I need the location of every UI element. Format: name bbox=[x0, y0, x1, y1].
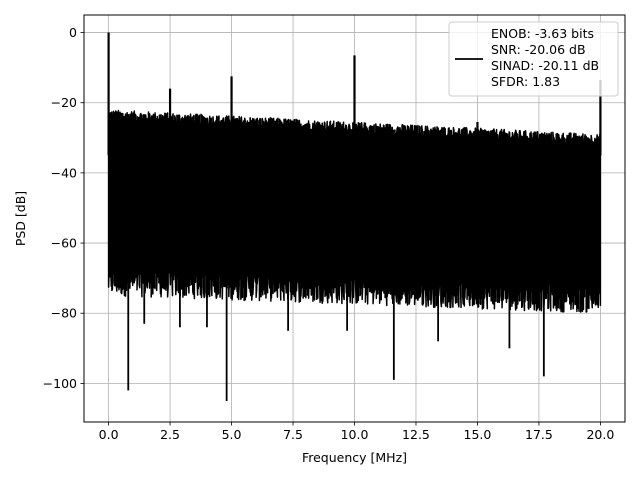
x-axis-ticks: 0.0 2.5 5.0 7.5 10.0 12.5 15.0 17.5 20.0 bbox=[99, 422, 614, 442]
x-tick-label: 2.5 bbox=[160, 427, 180, 442]
legend-box bbox=[448, 21, 619, 97]
legend-snr: SNR: -20.06 dB bbox=[491, 42, 586, 57]
y-axis-ticks: 0 −20 −40 −60 −80 −100 bbox=[43, 25, 84, 391]
y-tick-label: −60 bbox=[51, 236, 77, 251]
legend-sinad: SINAD: -20.11 dB bbox=[491, 58, 599, 73]
legend: ENOB: -3.63 bits SNR: -20.06 dB SINAD: -… bbox=[448, 21, 619, 97]
x-tick-label: 7.5 bbox=[283, 427, 303, 442]
x-tick-label: 0.0 bbox=[99, 427, 119, 442]
x-tick-label: 10.0 bbox=[341, 427, 369, 442]
psd-noise-core bbox=[109, 148, 600, 261]
x-tick-label: 20.0 bbox=[586, 427, 614, 442]
x-tick-label: 17.5 bbox=[525, 427, 553, 442]
x-tick-label: 12.5 bbox=[402, 427, 430, 442]
y-tick-label: −80 bbox=[51, 306, 77, 321]
y-tick-label: 0 bbox=[69, 25, 77, 40]
y-tick-label: −20 bbox=[51, 95, 77, 110]
x-tick-label: 15.0 bbox=[464, 427, 492, 442]
y-tick-label: −40 bbox=[51, 165, 77, 180]
legend-sfdr: SFDR: 1.83 bbox=[491, 74, 560, 89]
x-axis-label: Frequency [MHz] bbox=[302, 450, 407, 465]
y-axis-label: PSD [dB] bbox=[13, 191, 28, 246]
x-tick-label: 5.0 bbox=[222, 427, 242, 442]
legend-enob: ENOB: -3.63 bits bbox=[491, 26, 594, 41]
y-tick-label: −100 bbox=[43, 376, 77, 391]
psd-series bbox=[107, 32, 602, 401]
